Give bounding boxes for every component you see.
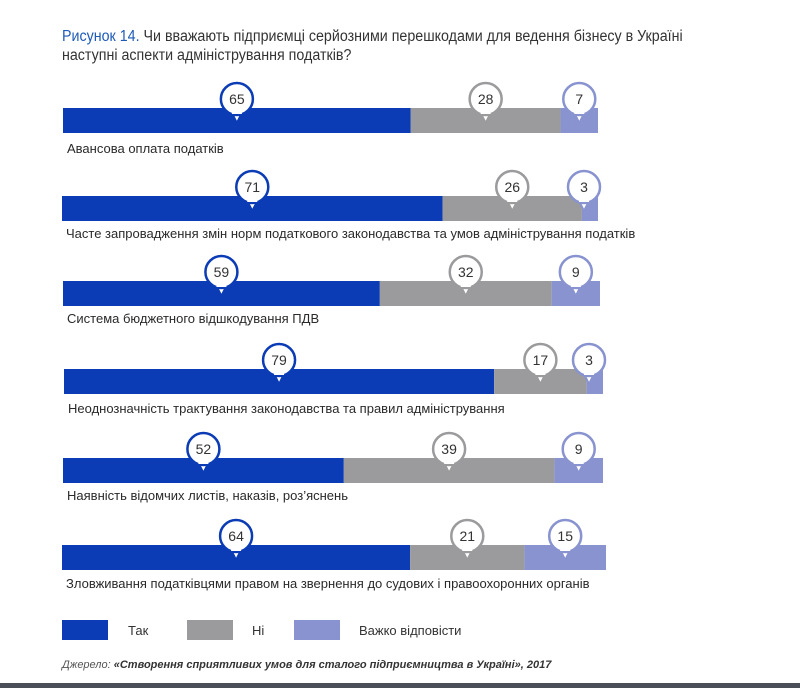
data-label-bubble: [468, 81, 503, 117]
data-label-pin-joint: [444, 459, 455, 464]
legend-label: Так: [128, 623, 149, 638]
legend-label: Важко відповісти: [359, 623, 461, 638]
chart-title: Рисунок 14. Чи вважають підприємці серйо…: [62, 27, 688, 65]
data-label-bubble: [235, 169, 270, 205]
figure-label: Рисунок 14.: [62, 28, 140, 45]
category-label: Неоднозначність трактування законодавств…: [68, 401, 505, 416]
data-label-bubble: [547, 518, 583, 554]
data-label-bubble: [261, 342, 297, 378]
data-label-pin-joint: [460, 282, 471, 287]
data-label-bubble: [186, 431, 221, 467]
data-label-bubble: [431, 431, 467, 467]
data-label: 65: [229, 91, 245, 107]
category-label: Часте запровадження змін норм податковог…: [66, 226, 635, 241]
data-label-pin-joint: [507, 197, 518, 202]
legend-label: Ні: [252, 623, 264, 638]
data-label: 3: [580, 179, 588, 195]
data-label-bubble: [494, 169, 530, 205]
data-label-pin-joint: [570, 282, 581, 287]
data-label-bubble: [219, 81, 255, 117]
source-text: «Створення сприятливих умов для сталого …: [114, 659, 552, 671]
legend-swatch: [294, 620, 340, 640]
data-label-pin-joint: [560, 546, 571, 551]
data-label: 7: [575, 91, 583, 107]
data-label-bubble: [523, 342, 558, 378]
data-label-pin-joint: [231, 109, 242, 114]
data-label: 28: [478, 91, 494, 107]
category-label: Система бюджетного відшкодування ПДВ: [67, 311, 319, 326]
data-label-pin-joint: [535, 370, 546, 375]
data-label: 15: [557, 528, 573, 544]
source-prefix: Джерело:: [60, 659, 114, 671]
data-label: 52: [196, 441, 212, 457]
data-label: 71: [244, 179, 260, 195]
data-label: 9: [572, 264, 580, 280]
data-label-bubble: [204, 254, 239, 290]
data-label-pin-joint: [584, 370, 594, 375]
category-label: Зловживання податківцями правом на зверн…: [66, 576, 590, 591]
data-label-pin-joint: [274, 370, 285, 375]
data-label: 79: [271, 352, 287, 368]
category-label: Наявність відомчих листів, наказів, роз’…: [67, 488, 348, 503]
data-label: 32: [458, 264, 474, 280]
data-label-pin-joint: [480, 109, 491, 114]
data-label: 21: [459, 528, 475, 544]
data-label-pin-joint: [462, 546, 473, 551]
source-note: Джерело: «Створення сприятливих умов для…: [60, 659, 552, 671]
data-label-bubble: [218, 518, 254, 554]
data-label: 17: [533, 352, 549, 368]
data-label-pin-joint: [198, 459, 209, 464]
data-label: 59: [214, 264, 230, 280]
data-label: 64: [228, 528, 244, 544]
legend-swatch: [187, 620, 233, 640]
title-text: Чи вважають підприємці серйозними перешк…: [62, 28, 683, 64]
data-label-pin-joint: [573, 459, 584, 464]
data-label-pin-joint: [574, 109, 585, 114]
legend-swatch: [62, 620, 108, 640]
category-label: Авансова оплата податків: [67, 141, 224, 156]
data-label: 3: [585, 352, 593, 368]
data-label-bubble: [558, 254, 594, 290]
data-label: 9: [575, 441, 583, 457]
data-label-pin-joint: [247, 197, 258, 202]
data-label-bubble: [571, 342, 607, 378]
data-label-bubble: [561, 431, 596, 467]
data-label-pin-joint: [579, 197, 589, 202]
data-label-bubble: [566, 169, 602, 205]
data-label: 39: [441, 441, 457, 457]
data-label: 26: [504, 179, 520, 195]
data-label-bubble: [562, 81, 597, 117]
taskbar-strip: [0, 683, 800, 688]
data-label-bubble: [448, 254, 483, 290]
data-label-pin-joint: [231, 546, 242, 551]
data-label-bubble: [450, 518, 485, 554]
data-label-pin-joint: [216, 282, 227, 287]
